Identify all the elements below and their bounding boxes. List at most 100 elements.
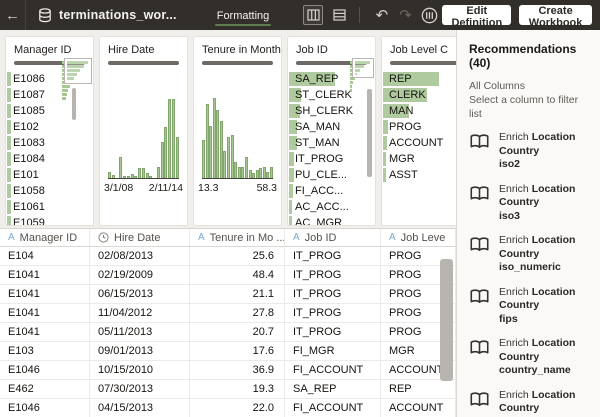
dataset-icon: [38, 7, 52, 23]
table-cell: 25.6: [190, 247, 285, 265]
table-cell: PROG: [381, 323, 456, 341]
data-quality-bar[interactable]: [108, 61, 179, 65]
list-item[interactable]: CLERK: [382, 87, 456, 103]
table-row[interactable]: E1041 05/11/2013 20.7 IT_PROG PROG: [0, 323, 456, 342]
tab-formatting-label: Formatting: [216, 9, 270, 22]
list-item[interactable]: SH_CLERK: [288, 103, 375, 119]
table-cell: FI_MGR: [285, 342, 381, 360]
list-item[interactable]: E1061: [6, 199, 93, 215]
list-item[interactable]: ST_MAN: [288, 135, 375, 151]
table-row[interactable]: E103 09/01/2013 17.6 FI_MGR MGR: [0, 342, 456, 361]
profile-results-icon[interactable]: [421, 4, 438, 26]
recommendation-item-fips[interactable]: Enrich Location Country fips: [469, 286, 590, 327]
column-header-hire-date[interactable]: Hire Date: [90, 229, 190, 246]
histogram-bar: [130, 174, 134, 178]
list-item[interactable]: E101: [6, 167, 93, 183]
list-item[interactable]: MGR: [382, 151, 456, 167]
create-workbook-button[interactable]: Create Workbook: [519, 5, 593, 29]
overview-viewport-box[interactable]: [352, 58, 374, 78]
list-view-toggle[interactable]: [329, 5, 349, 25]
recommendations-panel: Recommendations (40) All Columns Select …: [456, 30, 600, 417]
recommendation-column-name: Location Country: [499, 131, 576, 157]
recommendation-text: Enrich Location Country iso_numeric: [499, 234, 590, 275]
recommendation-item-iso2[interactable]: Enrich Location Country iso2: [469, 131, 590, 172]
list-item[interactable]: ST_CLERK: [288, 87, 375, 103]
recommendation-item-country_name[interactable]: Enrich Location Country country_name: [469, 337, 590, 378]
table-cell: MGR: [381, 342, 456, 360]
table-row[interactable]: E1041 06/15/2013 21.1 IT_PROG PROG: [0, 285, 456, 304]
list-item[interactable]: PROG: [382, 119, 456, 135]
overview-scrollbar[interactable]: [72, 88, 76, 120]
list-item[interactable]: ACCOUNT: [382, 135, 456, 151]
list-item[interactable]: MAN: [382, 103, 456, 119]
list-item-label: E101: [13, 169, 39, 181]
list-item[interactable]: FI_ACC...: [288, 183, 375, 199]
list-item[interactable]: E1086: [6, 71, 93, 87]
undo-icon[interactable]: ↶: [375, 7, 389, 24]
list-item[interactable]: IT_PROG: [288, 151, 375, 167]
table-row[interactable]: E462 07/30/2013 19.3 SA_REP REP: [0, 380, 456, 399]
list-item[interactable]: E1083: [6, 135, 93, 151]
column-header-manager-id[interactable]: A Manager ID: [0, 229, 90, 246]
data-quality-bar[interactable]: [202, 61, 273, 65]
histogram-bar: [149, 176, 153, 178]
recommendation-item-iso_numeric[interactable]: Enrich Location Country iso_numeric: [469, 234, 590, 275]
table-row[interactable]: E1041 11/04/2012 27.8 IT_PROG PROG: [0, 304, 456, 323]
column-header-tenure-in-mo-[interactable]: A Tenure in Mo ...: [190, 229, 285, 246]
list-item[interactable]: ASST: [382, 167, 456, 183]
redo-icon[interactable]: ↷: [399, 7, 412, 24]
column-header-job-id[interactable]: A Job ID: [285, 229, 381, 246]
list-item[interactable]: SA_MAN: [288, 119, 375, 135]
list-item[interactable]: E1058: [6, 183, 93, 199]
data-quality-bar[interactable]: [390, 61, 456, 65]
recommendation-item-iso3[interactable]: Enrich Location Country iso3: [469, 183, 590, 224]
recommendation-text: Enrich Location Country country_name: [499, 337, 590, 378]
list-item[interactable]: AC_MGR: [288, 215, 375, 225]
recommendation-item-capital[interactable]: Enrich Location Countrycapital: [469, 389, 590, 417]
list-item-label: E1085: [13, 105, 45, 117]
back-button[interactable]: ←: [0, 0, 26, 30]
histogram-bar: [269, 167, 273, 178]
recommendation-enrich-field: iso_numeric: [499, 261, 561, 273]
list-item[interactable]: E102: [6, 119, 93, 135]
list-item[interactable]: E1084: [6, 151, 93, 167]
table-cell: ACCOUNT: [381, 399, 456, 417]
list-item-label: SA_REP: [295, 73, 339, 85]
table-scrollbar-thumb[interactable]: [440, 259, 453, 381]
column-header-job-leve[interactable]: A Job Leve: [381, 229, 456, 246]
edit-definition-button[interactable]: Edit Definition: [442, 5, 512, 29]
data-quality-bar[interactable]: [296, 61, 367, 65]
table-cell: 05/11/2013: [90, 323, 190, 341]
histogram-bar: [230, 135, 234, 178]
list-item[interactable]: SA_REP: [288, 71, 375, 87]
value-list: E1086 E1087 E1085 E102 E1083 E1084 E101 E1058 E1…: [6, 71, 93, 225]
overview-viewport-box[interactable]: [64, 58, 92, 84]
list-item-label: E102: [13, 121, 39, 133]
list-item[interactable]: E1087: [6, 87, 93, 103]
tab-formatting[interactable]: Formatting: [214, 3, 272, 28]
overview-bar: [62, 93, 67, 96]
table-row[interactable]: E104 02/08/2013 25.6 IT_PROG PROG: [0, 247, 456, 266]
frequency-bar: [289, 216, 292, 225]
data-quality-bar[interactable]: [14, 61, 85, 65]
table-row[interactable]: E1046 10/15/2010 36.9 FI_ACCOUNT ACCOUNT: [0, 361, 456, 380]
list-item[interactable]: E1059: [6, 215, 93, 225]
histogram-bar: [266, 172, 270, 178]
list-item[interactable]: PU_CLE...: [288, 167, 375, 183]
profile-panel-tenure-in-months: Tenure in Months 13.3 58.3: [193, 36, 282, 226]
panel-scrollbar[interactable]: [367, 89, 372, 177]
table-cell: E462: [0, 380, 90, 398]
table-row[interactable]: E1046 04/15/2013 22.0 FI_ACCOUNT ACCOUNT: [0, 399, 456, 417]
frequency-bar: [383, 72, 439, 86]
recommendation-column-name: Location Country: [499, 388, 576, 415]
table-row[interactable]: E1041 02/19/2009 48.4 IT_PROG PROG: [0, 266, 456, 285]
profile-panel-hire-date: Hire Date 3/1/08 2/11/14: [99, 36, 188, 226]
column-view-toggle[interactable]: [303, 5, 324, 25]
histogram[interactable]: [202, 95, 273, 179]
table-cell: IT_PROG: [285, 247, 381, 265]
list-item[interactable]: AC_ACC...: [288, 199, 375, 215]
list-item[interactable]: E1085: [6, 103, 93, 119]
list-item[interactable]: REP: [382, 71, 456, 87]
table-cell: IT_PROG: [285, 285, 381, 303]
histogram[interactable]: [108, 95, 179, 179]
